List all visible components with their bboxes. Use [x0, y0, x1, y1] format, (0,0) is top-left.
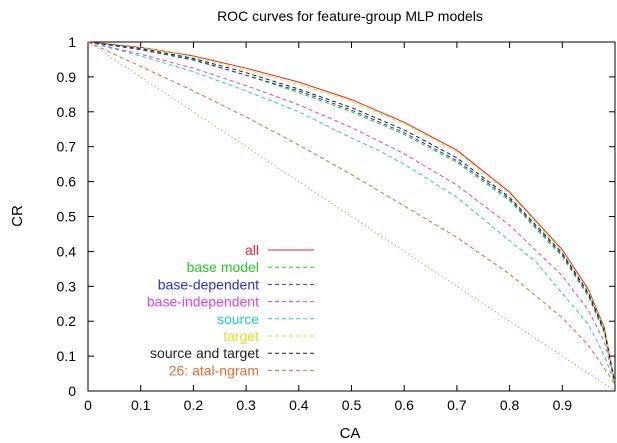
- y-tick-label: 0.5: [57, 209, 77, 225]
- series-line-all: [87, 41, 616, 385]
- series-line-source-and-target: [87, 41, 616, 385]
- series-layer: [87, 41, 616, 392]
- legend-label: 26: atal-ngram: [169, 362, 259, 378]
- x-axis-title: CA: [340, 425, 361, 442]
- y-tick-label: 0.4: [57, 243, 77, 259]
- y-tick-label: 0.3: [57, 278, 77, 294]
- y-tick-label: 0.9: [57, 69, 77, 85]
- series-line-base-dependent: [87, 41, 616, 385]
- legend-label: base-dependent: [158, 276, 259, 292]
- y-tick-label: 0.1: [57, 348, 77, 364]
- legend-label: base model: [187, 259, 259, 275]
- y-axis: 0 0.1 0.2 0.3 0.4 0.5 0.6 0.7 0.8 0.9 1: [57, 34, 615, 399]
- legend-label: target: [223, 328, 259, 344]
- legend-label: source: [217, 311, 259, 327]
- x-tick-label: 0.3: [236, 397, 256, 413]
- series-line-26-atal-ngram: [87, 41, 616, 385]
- reference-diagonal-line: [87, 41, 616, 392]
- y-tick-label: 0.2: [57, 313, 77, 329]
- x-tick-label: 0.1: [131, 397, 151, 413]
- legend-label: base-independent: [147, 294, 259, 310]
- series-line-base-independent: [87, 41, 616, 385]
- x-tick-label: 0.8: [500, 397, 520, 413]
- legend-label: source and target: [150, 345, 259, 361]
- x-tick-label: 0.9: [553, 397, 573, 413]
- x-tick-label: 0.2: [184, 397, 204, 413]
- y-axis-title: CR: [9, 205, 26, 227]
- y-tick-label: 0.7: [57, 139, 77, 155]
- y-tick-label: 1: [68, 34, 76, 50]
- x-axis: 0 0.1 0.2 0.3 0.4 0.5 0.6 0.7 0.8 0.9: [84, 42, 572, 413]
- legend-label: all: [245, 242, 259, 258]
- x-tick-label: 0.7: [447, 397, 467, 413]
- chart-title: ROC curves for feature-group MLP models: [217, 8, 483, 24]
- series-line-source: [87, 41, 616, 385]
- y-tick-label: 0.6: [57, 174, 77, 190]
- x-tick-label: 0.6: [394, 397, 414, 413]
- series-line-target: [87, 41, 616, 385]
- series-line-base-model: [87, 41, 616, 385]
- x-tick-label: 0.4: [289, 397, 309, 413]
- x-tick-label: 0.5: [342, 397, 362, 413]
- y-tick-label: 0: [68, 383, 76, 399]
- x-tick-label: 0: [84, 397, 92, 413]
- y-tick-label: 0.8: [57, 104, 77, 120]
